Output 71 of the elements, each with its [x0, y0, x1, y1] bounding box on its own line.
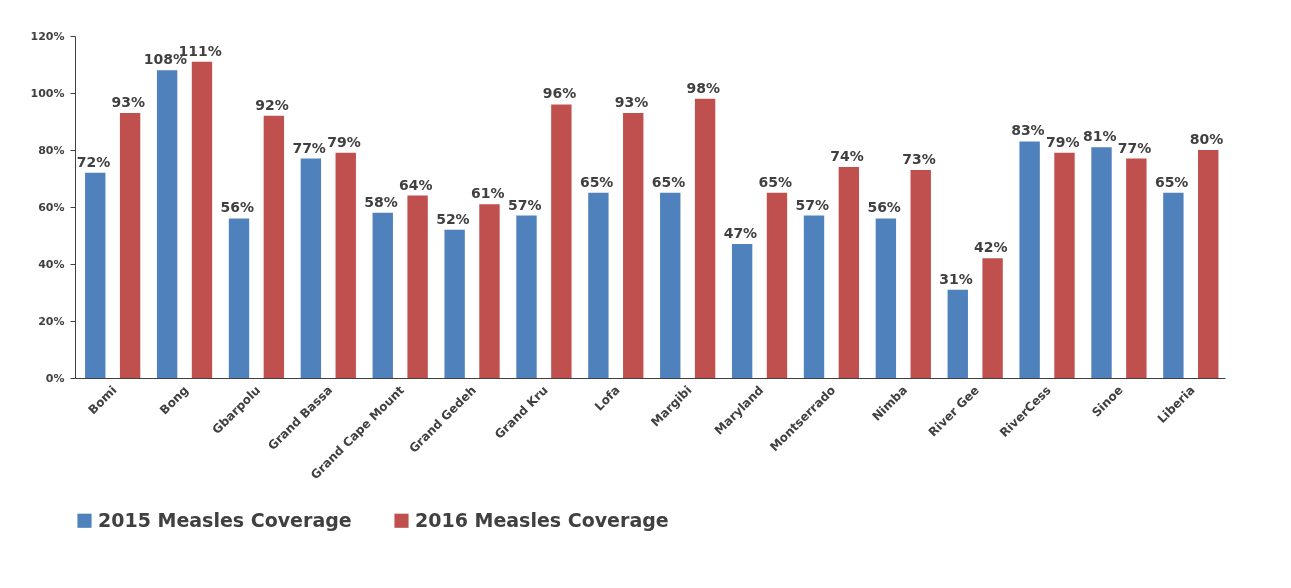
bar	[1019, 141, 1040, 378]
y-tick-label: 100%	[30, 86, 65, 100]
data-label: 93%	[614, 93, 649, 110]
bar	[300, 158, 322, 378]
data-label: 42%	[974, 239, 1008, 256]
data-label: 65%	[651, 173, 686, 190]
bar	[516, 215, 537, 378]
data-label: 61%	[470, 185, 505, 202]
bar	[156, 70, 178, 378]
legend-label: 2016 Measles Coverage	[415, 508, 669, 531]
data-label: 52%	[436, 210, 470, 227]
bar	[191, 61, 213, 378]
y-tick-label: 40%	[38, 257, 65, 271]
data-label: 79%	[327, 133, 361, 150]
data-label: 73%	[902, 150, 936, 167]
bar	[372, 212, 393, 378]
bar	[228, 218, 250, 378]
bar	[660, 192, 681, 378]
data-label: 57%	[795, 196, 830, 213]
y-tick-label: 80%	[38, 143, 65, 157]
data-label: 72%	[76, 153, 111, 170]
data-label: 65%	[1154, 173, 1189, 190]
bar	[838, 167, 860, 378]
data-label: 77%	[1117, 139, 1152, 156]
bar	[85, 172, 106, 378]
data-label: 79%	[1045, 133, 1080, 150]
bar	[982, 258, 1003, 378]
bar	[766, 192, 788, 378]
data-label: 65%	[579, 173, 614, 190]
bar	[1198, 150, 1219, 378]
bar	[479, 204, 500, 378]
bar	[1054, 152, 1075, 378]
bar	[803, 215, 825, 378]
bar	[731, 244, 753, 378]
bar	[444, 229, 465, 378]
data-label: 47%	[723, 225, 758, 242]
data-label: 98%	[686, 79, 721, 96]
bar	[910, 169, 931, 378]
data-label: 81%	[1083, 128, 1117, 145]
bar	[623, 112, 644, 378]
data-label: 92%	[255, 96, 289, 113]
bar	[119, 112, 141, 378]
data-label: 77%	[292, 139, 326, 156]
data-label: 56%	[220, 199, 255, 216]
bar	[1091, 147, 1112, 378]
bar	[588, 192, 609, 378]
data-label: 64%	[399, 176, 433, 193]
data-label: 80%	[1189, 131, 1224, 147]
bar	[1163, 192, 1184, 378]
data-label: 57%	[508, 196, 542, 213]
data-label: 96%	[542, 85, 577, 102]
bar	[1126, 158, 1147, 378]
y-tick-label: 20%	[38, 314, 65, 328]
bar	[407, 195, 428, 378]
data-label: 58%	[364, 193, 398, 210]
y-tick-label: 0%	[45, 371, 65, 385]
legend-label: 2015 Measles Coverage	[98, 508, 352, 531]
data-label: 31%	[939, 270, 973, 287]
bar	[335, 152, 356, 378]
bar	[947, 289, 968, 378]
data-label: 83%	[1011, 122, 1045, 139]
bar	[551, 104, 572, 378]
bar	[875, 218, 897, 378]
y-tick-label: 60%	[38, 200, 65, 214]
bar	[263, 115, 285, 378]
data-label: 56%	[867, 199, 901, 216]
bar	[694, 98, 716, 378]
data-label: 74%	[830, 148, 864, 165]
data-label: 93%	[111, 93, 146, 110]
data-label: 65%	[758, 173, 792, 190]
y-tick-label: 120%	[30, 29, 65, 43]
